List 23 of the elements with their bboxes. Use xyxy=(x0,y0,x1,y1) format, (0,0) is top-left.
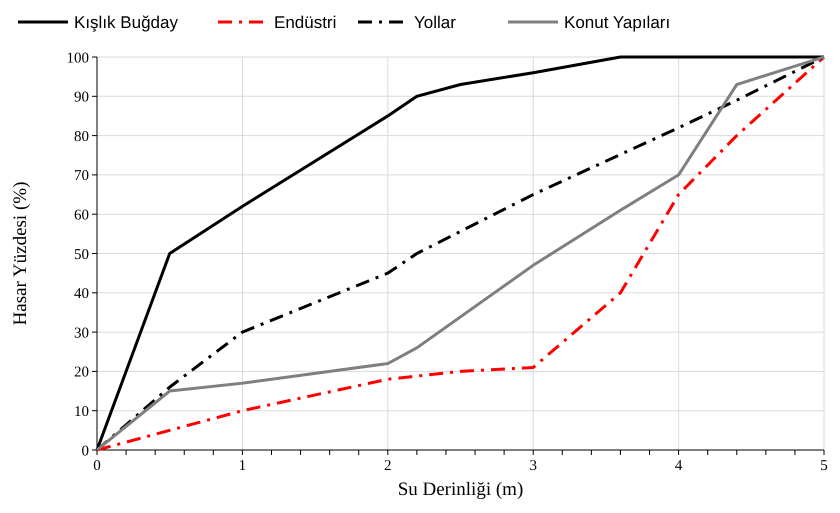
y-tick-label: 80 xyxy=(74,128,89,145)
y-axis-title: Hasar Yüzdesi (%) xyxy=(10,182,31,326)
y-tick-label: 10 xyxy=(74,404,89,420)
x-axis-title: Su Derinliği (m) xyxy=(398,479,524,500)
y-tick-label: 40 xyxy=(74,286,89,302)
y-tick-label: 50 xyxy=(74,246,89,263)
legend-label: Endüstri xyxy=(274,12,336,32)
y-tick-label: 20 xyxy=(74,364,89,381)
x-tick-label: 0 xyxy=(93,458,101,474)
x-tick-label: 3 xyxy=(529,458,537,474)
x-tick-label: 5 xyxy=(820,458,828,474)
y-tick-label: 70 xyxy=(74,168,89,184)
legend-label: Konut Yapıları xyxy=(564,12,670,32)
x-tick-label: 2 xyxy=(384,458,392,474)
legend-label: Yollar xyxy=(414,12,456,32)
y-tick-label: 100 xyxy=(66,50,89,66)
x-tick-label: 4 xyxy=(674,458,683,474)
y-tick-label: 30 xyxy=(74,325,89,342)
x-tick-label: 1 xyxy=(238,458,246,474)
y-tick-label: 90 xyxy=(74,90,89,106)
y-tick-label: 60 xyxy=(74,207,89,224)
legend-label: Kışlık Buğday xyxy=(74,12,178,32)
y-tick-label: 0 xyxy=(82,443,89,460)
